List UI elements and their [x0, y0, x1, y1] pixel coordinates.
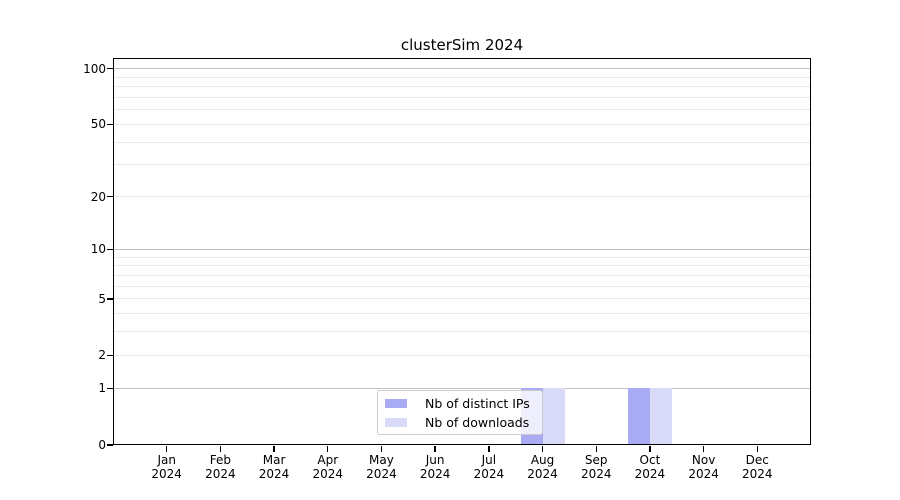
y-tick-label: 1: [98, 381, 106, 396]
y-tick: [106, 444, 113, 446]
x-label-year: 2024: [366, 466, 397, 481]
x-tick-label-may: May 2024: [349, 453, 413, 481]
y-tick-label: 0: [98, 438, 106, 452]
x-tick-label-nov: Nov 2024: [672, 453, 736, 481]
legend-swatch-downloads: [385, 417, 407, 427]
legend-label-downloads: Nb of downloads: [425, 414, 530, 430]
x-tick-label-dec: Dec 2024: [725, 453, 789, 481]
x-tick: [702, 446, 705, 452]
x-tick-label-jan: Jan 2024: [135, 453, 199, 481]
x-label-month: Oct: [639, 453, 661, 467]
x-tick-label-jul: Jul 2024: [457, 453, 521, 481]
legend: Nb of distinct IPs Nb of downloads: [377, 390, 543, 435]
x-label-year: 2024: [688, 466, 719, 481]
x-label-month: Jun: [425, 453, 445, 467]
y-tick: [106, 387, 113, 390]
y-gridline-minor: [113, 313, 811, 315]
x-tick-label-jun: Jun 2024: [403, 453, 467, 481]
x-label-month: Jan: [157, 453, 176, 467]
y-gridline-minor: [113, 285, 811, 287]
x-tick-label-feb: Feb 2024: [188, 453, 252, 481]
bar-downloads-oct: [649, 388, 672, 445]
y-gridline-minor: [113, 164, 811, 166]
x-label-year: 2024: [151, 466, 182, 481]
y-gridline-minor: [113, 141, 811, 143]
y-tick: [106, 248, 113, 251]
x-tick: [488, 446, 490, 452]
legend-item-distinct-ips: Nb of distinct IPs: [378, 395, 542, 411]
y-tick: [106, 195, 113, 198]
bar-downloads-aug: [542, 388, 565, 445]
x-tick: [380, 446, 383, 452]
y-gridline-minor: [113, 298, 811, 300]
x-label-year: 2024: [742, 466, 773, 481]
x-tick: [595, 446, 597, 452]
x-label-year: 2024: [473, 466, 505, 481]
x-label-year: 2024: [205, 466, 236, 481]
x-label-year: 2024: [258, 466, 290, 481]
y-gridline-minor: [113, 123, 811, 125]
y-tick: [106, 298, 113, 300]
x-label-month: Nov: [691, 453, 716, 467]
y-gridline-minor: [113, 196, 811, 198]
y-gridline-major: [113, 68, 811, 70]
y-gridline-minor: [113, 86, 811, 88]
x-tick: [541, 446, 544, 452]
x-label-month: May: [369, 453, 394, 467]
x-tick: [434, 446, 436, 452]
x-label-year: 2024: [580, 466, 612, 481]
y-tick: [106, 123, 113, 125]
x-tick: [756, 446, 758, 452]
y-gridline-major: [113, 248, 811, 250]
x-label-year: 2024: [419, 466, 451, 481]
x-tick-label-mar: Mar 2024: [242, 453, 306, 481]
y-gridline-minor: [113, 265, 811, 267]
x-label-month: Aug: [530, 453, 555, 467]
y-gridline-minor: [113, 96, 811, 98]
chart-title: clusterSim 2024: [400, 36, 524, 54]
y-gridline-minor: [113, 354, 811, 356]
x-label-month: Dec: [745, 453, 769, 467]
x-tick: [219, 446, 222, 452]
y-tick-label: 50: [90, 117, 106, 132]
y-gridline-minor: [113, 274, 811, 276]
x-label-month: Mar: [262, 453, 286, 467]
y-tick-label: 20: [90, 189, 106, 204]
y-tick: [106, 354, 113, 357]
x-label-month: Jul: [481, 453, 497, 467]
y-gridline-minor: [113, 76, 811, 78]
bar-distinct-ips-oct: [627, 388, 650, 445]
x-tick-label-oct: Oct 2024: [618, 453, 682, 481]
y-tick-label: 10: [90, 242, 106, 257]
x-tick-label-apr: Apr 2024: [296, 453, 360, 481]
x-label-year: 2024: [312, 466, 344, 481]
y-gridline-minor: [113, 256, 811, 258]
x-label-year: 2024: [634, 466, 666, 481]
y-gridline-minor: [113, 331, 811, 333]
y-tick-label: 2: [98, 348, 106, 363]
x-label-month: Sep: [584, 453, 608, 467]
legend-swatch-distinct-ips: [385, 398, 407, 408]
y-gridline-minor: [113, 109, 811, 111]
x-tick: [649, 446, 651, 452]
x-tick-label-sep: Sep 2024: [564, 453, 628, 481]
x-tick-label-aug: Aug 2024: [511, 453, 575, 481]
x-tick: [273, 446, 275, 452]
x-label-month: Feb: [209, 453, 231, 467]
y-tick-label: 100: [83, 61, 106, 76]
x-label-month: Apr: [317, 453, 339, 467]
y-gridline-major: [113, 387, 811, 389]
x-label-year: 2024: [527, 466, 558, 481]
y-tick: [106, 67, 113, 70]
x-tick: [165, 446, 168, 452]
legend-label-distinct-ips: Nb of distinct IPs: [425, 395, 530, 411]
legend-item-downloads: Nb of downloads: [378, 414, 542, 430]
y-tick-label: 5: [98, 291, 106, 306]
x-tick: [327, 446, 329, 452]
